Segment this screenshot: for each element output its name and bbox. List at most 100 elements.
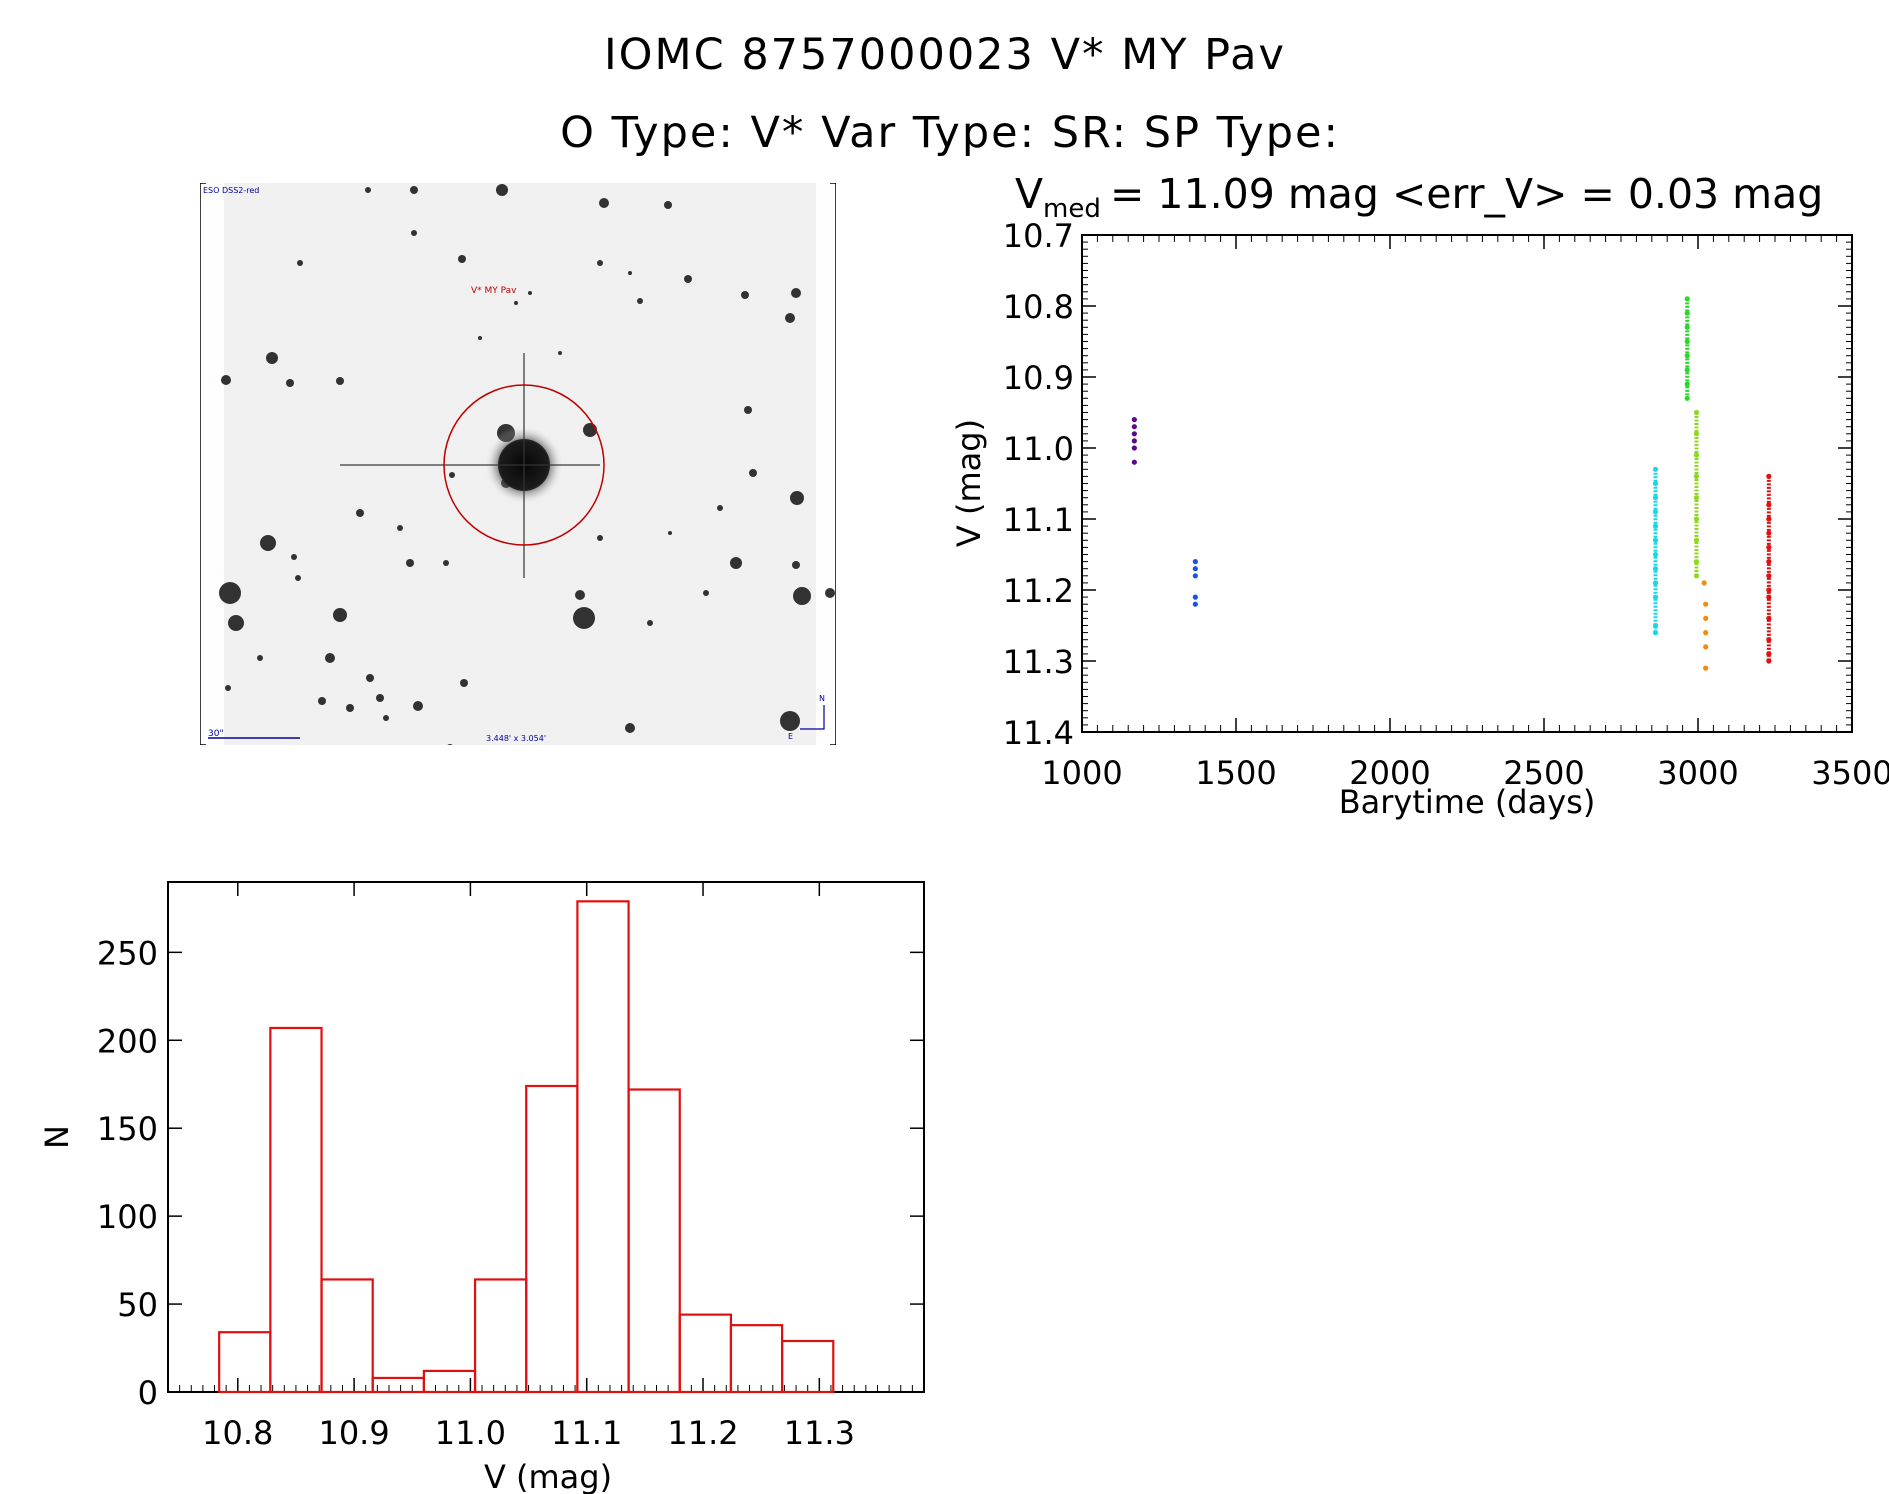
light-curve-point bbox=[1703, 665, 1709, 671]
star bbox=[318, 697, 326, 705]
sky-thumbnail: ESO DSS2-red V* MY Pav 30" 3.448' x 3.05… bbox=[200, 183, 836, 745]
star bbox=[573, 607, 595, 629]
star bbox=[383, 715, 389, 721]
light-curve-series-6 bbox=[1766, 473, 1772, 664]
x-tick-label: 2500 bbox=[1503, 754, 1584, 792]
star bbox=[257, 655, 263, 661]
star bbox=[219, 582, 241, 604]
star bbox=[333, 608, 347, 622]
star bbox=[406, 559, 414, 567]
histogram-frame bbox=[167, 881, 925, 1393]
light-curve-point bbox=[1131, 417, 1137, 423]
star bbox=[346, 704, 354, 712]
x-tick-label: 3500 bbox=[1811, 754, 1889, 792]
star bbox=[295, 575, 301, 581]
star bbox=[730, 557, 742, 569]
star bbox=[790, 491, 804, 505]
star bbox=[376, 694, 384, 702]
light-curve-point bbox=[1701, 580, 1707, 586]
star bbox=[228, 615, 244, 631]
light-curve-chart: V med = 11.09 mag <err_V> = 0.03 mag 100… bbox=[950, 170, 1889, 821]
histogram-bar bbox=[473, 1278, 528, 1394]
star bbox=[365, 187, 371, 193]
star bbox=[684, 275, 692, 283]
light-curve-frame bbox=[1081, 234, 1853, 733]
star bbox=[221, 375, 231, 385]
star bbox=[628, 271, 632, 275]
star bbox=[825, 588, 835, 598]
star bbox=[225, 685, 231, 691]
star bbox=[325, 653, 335, 663]
y-tick-label: 11.4 bbox=[1003, 714, 1074, 752]
x-tick-label: 11.0 bbox=[435, 1414, 506, 1452]
y-tick-label: 10.7 bbox=[1003, 217, 1074, 255]
star bbox=[410, 186, 418, 194]
star bbox=[291, 554, 297, 560]
light-curve-title-rest: = 11.09 mag <err_V> = 0.03 mag bbox=[1097, 170, 1823, 218]
star bbox=[260, 535, 276, 551]
star bbox=[703, 590, 709, 596]
light-curve-point bbox=[1703, 630, 1709, 636]
light-curve-point bbox=[1703, 644, 1709, 650]
light-curve-point bbox=[1131, 445, 1137, 451]
star bbox=[411, 230, 417, 236]
star bbox=[647, 620, 653, 626]
light-curve-title: V med = 11.09 mag <err_V> = 0.03 mag bbox=[1015, 170, 1823, 224]
y-tick-label: 11.2 bbox=[1003, 572, 1074, 610]
chart-title-line-1: IOMC 8757000023 V* MY Pav bbox=[604, 30, 1286, 80]
scale-label: 30" bbox=[208, 729, 224, 739]
y-tick-label: 100 bbox=[97, 1198, 158, 1236]
light-curve-point bbox=[1131, 431, 1137, 437]
y-tick-label: 11.0 bbox=[1003, 430, 1074, 468]
star bbox=[449, 472, 455, 478]
star bbox=[266, 352, 278, 364]
star bbox=[447, 744, 453, 745]
target-label: V* MY Pav bbox=[471, 286, 517, 296]
histogram-bar bbox=[576, 900, 630, 1394]
light-curve-x-label: Barytime (days) bbox=[1339, 783, 1596, 821]
y-tick-label: 250 bbox=[97, 934, 158, 972]
light-curve-point bbox=[1703, 615, 1709, 622]
x-tick-label: 1500 bbox=[1195, 754, 1276, 792]
light-curve-point bbox=[1192, 573, 1198, 579]
histogram-bar bbox=[218, 1331, 272, 1394]
east-label: E bbox=[788, 732, 793, 741]
histogram-bar bbox=[627, 1088, 681, 1394]
light-curve-series-0 bbox=[1131, 417, 1137, 465]
histogram-bar bbox=[320, 1278, 374, 1394]
star bbox=[664, 201, 672, 209]
star bbox=[443, 560, 449, 566]
light-curve-point bbox=[1192, 601, 1198, 607]
light-curve-series-3 bbox=[1684, 296, 1690, 401]
y-tick-label: 150 bbox=[97, 1110, 158, 1148]
star bbox=[625, 723, 635, 733]
star bbox=[413, 701, 423, 711]
star bbox=[749, 469, 757, 477]
star bbox=[791, 288, 801, 298]
x-tick-label: 10.8 bbox=[202, 1414, 273, 1452]
light-curve-y-label: V (mag) bbox=[950, 419, 988, 547]
star bbox=[668, 531, 672, 535]
star bbox=[785, 313, 795, 323]
star bbox=[780, 711, 800, 731]
x-tick-label: 11.3 bbox=[784, 1414, 855, 1452]
histogram-x-label: V (mag) bbox=[484, 1458, 612, 1494]
star bbox=[297, 260, 303, 266]
star bbox=[366, 674, 374, 682]
compass bbox=[800, 705, 825, 730]
y-tick-label: 10.8 bbox=[1003, 288, 1074, 326]
x-tick-label: 2000 bbox=[1349, 754, 1430, 792]
star bbox=[597, 535, 603, 541]
star bbox=[397, 525, 403, 531]
star bbox=[597, 260, 603, 266]
star bbox=[637, 298, 643, 304]
star bbox=[336, 377, 344, 385]
x-tick-label: 11.1 bbox=[551, 1414, 622, 1452]
y-tick-label: 50 bbox=[117, 1286, 158, 1324]
y-tick-label: 11.1 bbox=[1003, 501, 1074, 539]
histogram-bar bbox=[525, 1084, 579, 1394]
histogram-bar bbox=[269, 1026, 323, 1394]
light-curve-point bbox=[1131, 459, 1137, 465]
histogram-bar bbox=[371, 1376, 425, 1394]
histogram-bar bbox=[422, 1369, 477, 1394]
